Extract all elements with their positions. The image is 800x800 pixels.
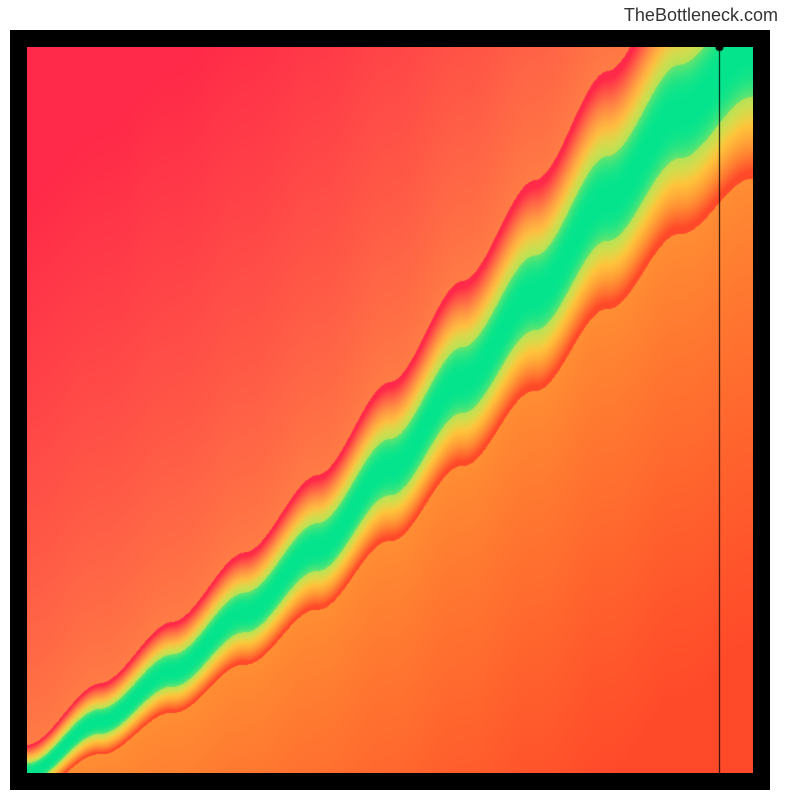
watermark-text: TheBottleneck.com xyxy=(624,5,778,26)
chart-outer-frame xyxy=(10,30,770,790)
marker-overlay-canvas xyxy=(27,47,753,773)
